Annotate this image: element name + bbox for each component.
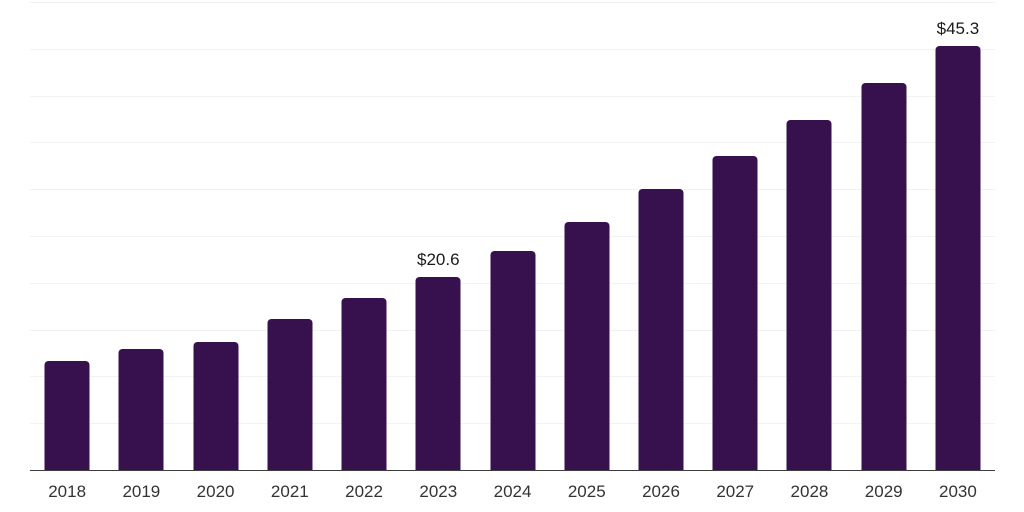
gridline-25 xyxy=(30,236,995,237)
x-axis-label-2024: 2024 xyxy=(493,482,532,501)
x-axis-label-2019: 2019 xyxy=(122,482,161,501)
bar-2027 xyxy=(712,156,758,470)
bar-slot-2027 xyxy=(698,2,772,470)
gridline-45 xyxy=(30,48,995,50)
bar-2018 xyxy=(44,361,90,470)
x-axis-labels: 2018 2019 2020 2021 2022 2023 2024 2025 2026 2027… xyxy=(30,480,995,504)
x-axis-label-2026: 2026 xyxy=(642,482,680,501)
bar-slot-2018 xyxy=(30,2,104,470)
bar-series: $20.6 $45.3 xyxy=(30,2,995,470)
bar-2029 xyxy=(861,83,907,470)
x-axis-label-2021: 2021 xyxy=(270,482,309,501)
x-axis-label-2020: 2020 xyxy=(196,482,235,501)
gridline-40 xyxy=(30,95,995,97)
bar-2022 xyxy=(341,297,387,470)
bar-slot-2029 xyxy=(847,2,921,470)
bar-slot-2020 xyxy=(178,2,252,470)
x-axis-label-2025: 2025 xyxy=(567,482,606,501)
bar-slot-2024 xyxy=(475,2,549,470)
gridline-30 xyxy=(30,189,995,191)
bar-2020 xyxy=(193,341,239,470)
bar-2030 xyxy=(935,46,981,470)
bar-2021 xyxy=(267,319,313,470)
bar-slot-2028 xyxy=(772,2,846,470)
bar-value-label-2030: $45.3 xyxy=(936,19,980,38)
gridline-35 xyxy=(30,142,995,144)
x-axis-label-2023: 2023 xyxy=(419,482,458,501)
x-axis-label-2027: 2027 xyxy=(716,482,755,501)
bar-2025 xyxy=(564,221,610,470)
x-axis-line xyxy=(30,470,995,471)
bar-slot-2021 xyxy=(253,2,327,470)
x-axis-label-2022: 2022 xyxy=(345,482,383,501)
bar-slot-2030: $45.3 xyxy=(921,2,995,470)
bar-slot-2022 xyxy=(327,2,401,470)
plot-area: $20.6 $45.3 xyxy=(30,2,995,470)
gridline-50 xyxy=(30,2,995,3)
bar-2028 xyxy=(786,119,832,470)
bar-2019 xyxy=(118,349,164,470)
bar-2026 xyxy=(638,189,684,470)
bar-2024 xyxy=(490,250,536,470)
x-axis-label-2030: 2030 xyxy=(939,482,977,501)
bar-slot-2019 xyxy=(104,2,178,470)
bar-slot-2025 xyxy=(550,2,624,470)
x-axis-label-2018: 2018 xyxy=(48,482,87,501)
bar-slot-2023: $20.6 xyxy=(401,2,475,470)
bar-slot-2026 xyxy=(624,2,698,470)
x-axis-label-2029: 2029 xyxy=(864,482,903,501)
x-axis-label-2028: 2028 xyxy=(790,482,829,501)
bar-value-label-2023: $20.6 xyxy=(417,250,460,270)
bar-2023 xyxy=(415,277,461,470)
